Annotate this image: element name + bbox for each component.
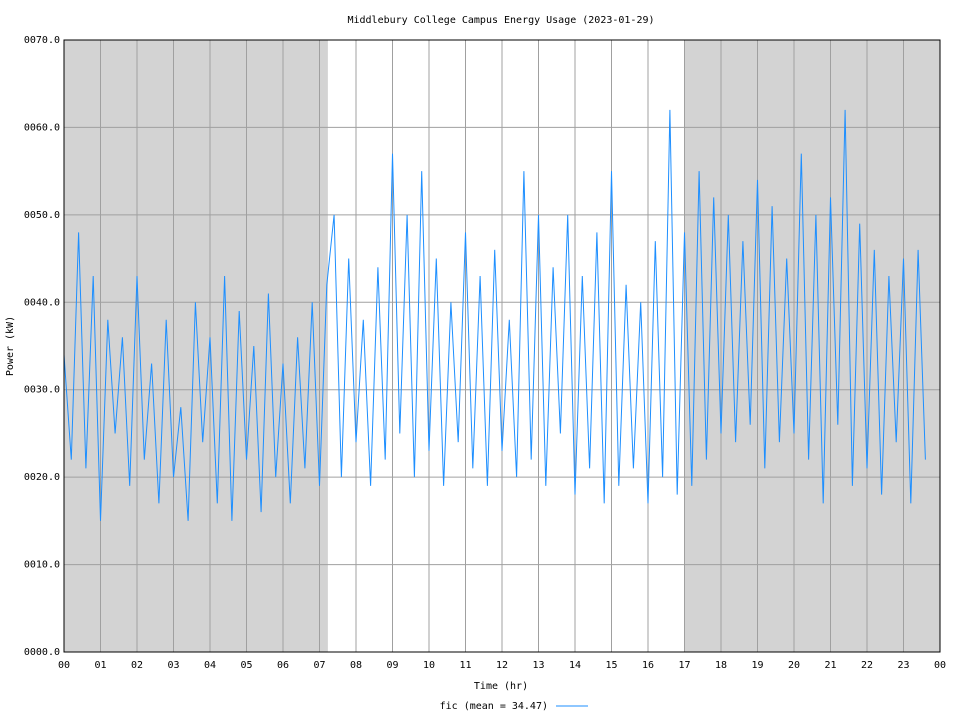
plot-frame — [63, 39, 941, 653]
x-tick-label: 06 — [277, 660, 289, 671]
x-tick-label: 05 — [240, 660, 252, 671]
x-tick-label: 10 — [423, 660, 435, 671]
x-axis-label: Time (hr) — [474, 681, 528, 692]
y-tick-label: 0040.0 — [24, 297, 60, 308]
x-tick-label: 14 — [569, 660, 581, 671]
x-tick-label: 16 — [642, 660, 654, 671]
x-tick-label: 13 — [532, 660, 544, 671]
y-tick-label: 0070.0 — [24, 35, 60, 46]
x-tick-label: 03 — [167, 660, 179, 671]
y-tick-label: 0030.0 — [24, 385, 60, 396]
x-tick-label: 07 — [313, 660, 325, 671]
x-tick-label: 00 — [58, 660, 70, 671]
x-tick-label: 18 — [715, 660, 727, 671]
x-tick-label: 15 — [605, 660, 617, 671]
legend-label: fic (mean = 34.47) — [440, 701, 548, 712]
x-tick-label: 17 — [678, 660, 690, 671]
y-axis-label: Power (kW) — [5, 316, 16, 376]
x-tick-label: 01 — [94, 660, 106, 671]
x-tick-label: 09 — [386, 660, 398, 671]
x-tick-label: 12 — [496, 660, 508, 671]
x-tick-label: 22 — [861, 660, 873, 671]
y-tick-label: 0000.0 — [24, 647, 60, 658]
x-tick-label: 08 — [350, 660, 362, 671]
chart-title: Middlebury College Campus Energy Usage (… — [347, 15, 654, 26]
shaded-region — [64, 40, 328, 652]
y-tick-label: 0010.0 — [24, 560, 60, 571]
y-tick-label: 0020.0 — [24, 472, 60, 483]
x-tick-label: 11 — [459, 660, 471, 671]
x-tick-label: 19 — [751, 660, 763, 671]
y-tick-label: 0050.0 — [24, 210, 60, 221]
x-tick-label: 23 — [897, 660, 909, 671]
x-tick-label: 02 — [131, 660, 143, 671]
y-tick-label: 0060.0 — [24, 122, 60, 133]
x-tick-label: 21 — [824, 660, 836, 671]
x-tick-label: 00 — [934, 660, 946, 671]
x-tick-label: 04 — [204, 660, 216, 671]
data-line — [63, 109, 926, 521]
x-tick-label: 20 — [788, 660, 800, 671]
